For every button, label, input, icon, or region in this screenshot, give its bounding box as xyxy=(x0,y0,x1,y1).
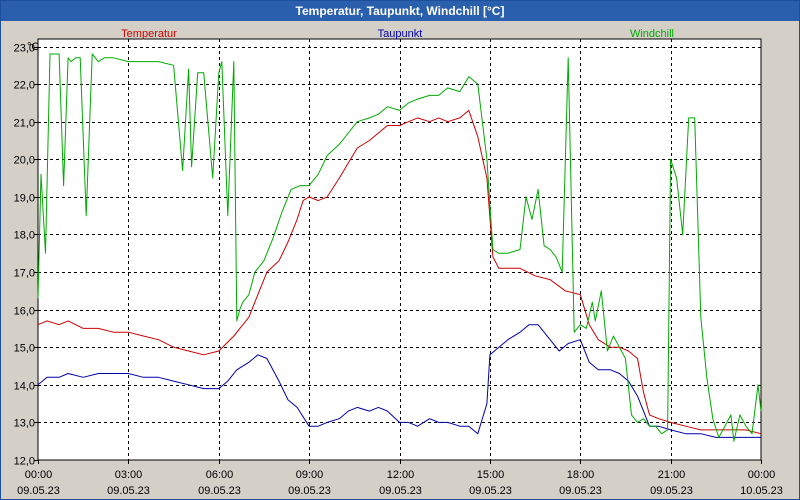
y-tick-label: 17,0 xyxy=(14,268,35,280)
y-tick-label: 12,0 xyxy=(14,456,35,468)
plot-area xyxy=(37,38,762,461)
x-tick-time: 21:00 xyxy=(658,469,686,481)
series-line-temperatur xyxy=(37,109,762,435)
x-tick-date: 09.05.23 xyxy=(17,485,60,497)
x-tick-time: 18:00 xyxy=(567,469,595,481)
y-axis-label: °C xyxy=(27,41,39,53)
x-tick-date: 10.05.23 xyxy=(740,485,783,497)
series-line-taupunkt xyxy=(37,324,761,438)
legend-windchill: Windchill xyxy=(630,28,674,40)
y-tick-label: 23,0 xyxy=(14,43,35,55)
x-tick-time: 06:00 xyxy=(206,469,234,481)
y-tick-label: 13,0 xyxy=(14,418,35,430)
legend-temperatur: Temperatur xyxy=(121,28,177,40)
x-tick-date: 09.05.23 xyxy=(107,485,150,497)
x-tick-time: 12:00 xyxy=(387,469,415,481)
grid xyxy=(38,39,761,460)
series-lines xyxy=(37,53,762,442)
chart-canvas: 12,0 13,0 14,0 15,0 16,0 17,0 18,0 19,0 20,0 21,0… xyxy=(14,28,783,497)
legend-taupunkt: Taupunkt xyxy=(378,28,423,40)
x-tick-time: 03:00 xyxy=(115,469,143,481)
y-tick-label: 15,0 xyxy=(14,343,35,355)
y-tick-label: 20,0 xyxy=(14,155,35,167)
x-tick-date: 09.05.23 xyxy=(650,485,693,497)
x-tick-date: 09.05.23 xyxy=(469,485,512,497)
x-tick-date: 09.05.23 xyxy=(288,485,331,497)
y-tick-label: 14,0 xyxy=(14,381,35,393)
y-tick-label: 21,0 xyxy=(14,118,35,130)
x-tick-time: 09:00 xyxy=(296,469,324,481)
x-tick-time: 00:00 xyxy=(748,469,776,481)
x-tick-time: 15:00 xyxy=(477,469,505,481)
x-tick-date: 09.05.23 xyxy=(559,485,602,497)
y-tick-label: 16,0 xyxy=(14,306,35,318)
x-axis-ticks: 00:00 09.05.23 03:00 09.05.23 06:00 09.05.23 0… xyxy=(17,460,783,497)
x-tick-time: 00:00 xyxy=(25,469,53,481)
x-tick-date: 09.05.23 xyxy=(198,485,241,497)
series-line-windchill xyxy=(37,53,762,442)
legend: Temperatur Taupunkt Windchill xyxy=(121,28,674,40)
y-tick-label: 19,0 xyxy=(14,193,35,205)
y-tick-label: 22,0 xyxy=(14,80,35,92)
y-tick-label: 18,0 xyxy=(14,230,35,242)
window-title: Temperatur, Taupunkt, Windchill [°C] xyxy=(1,1,799,21)
x-tick-date: 09.05.23 xyxy=(379,485,422,497)
y-axis-ticks: 12,0 13,0 14,0 15,0 16,0 17,0 18,0 19,0 20,0 21,0… xyxy=(14,43,38,468)
